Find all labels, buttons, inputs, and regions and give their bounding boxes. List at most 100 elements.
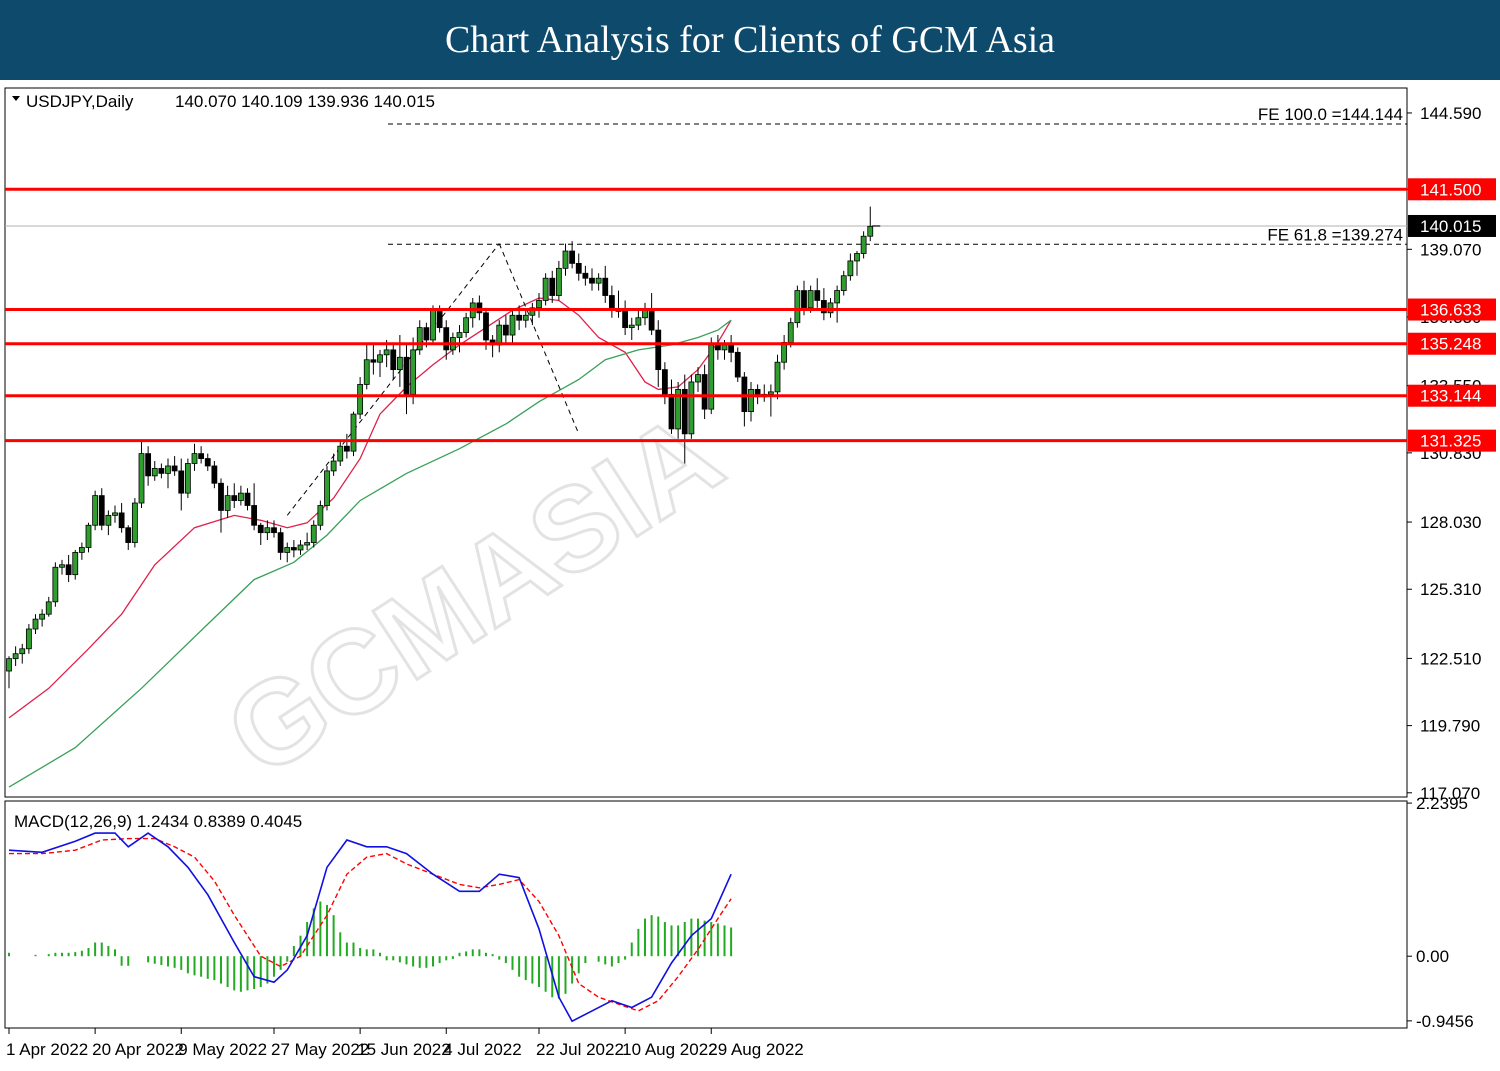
bear-candle xyxy=(390,349,397,371)
bear-candle xyxy=(681,388,688,435)
bull-candle xyxy=(85,524,92,548)
bull-candle xyxy=(237,492,244,501)
bull-candle xyxy=(45,601,52,615)
bull-candle xyxy=(330,460,337,472)
bull-candle xyxy=(39,613,46,620)
bull-candle xyxy=(112,512,118,516)
bull-candle xyxy=(807,290,814,309)
page-title: Chart Analysis for Clients of GCM Asia xyxy=(444,19,1056,61)
bull-candle xyxy=(284,547,291,553)
bull-candle xyxy=(184,463,191,494)
price-axis-label: 125.310 xyxy=(1420,580,1481,599)
level-price-label: 135.248 xyxy=(1420,335,1481,354)
bull-candle xyxy=(12,653,19,660)
bear-candle xyxy=(244,492,251,506)
bull-candle xyxy=(357,384,364,415)
bull-candle xyxy=(310,524,317,543)
bull-candle xyxy=(304,542,311,546)
date-axis-label: 9 May 2022 xyxy=(178,1040,267,1059)
bull-candle xyxy=(264,527,271,534)
bull-candle xyxy=(867,225,874,237)
bear-candle xyxy=(814,290,821,301)
bull-candle xyxy=(396,356,403,371)
price-axis-label: 119.790 xyxy=(1420,717,1480,736)
bull-candle xyxy=(224,495,231,511)
bull-candle xyxy=(748,388,754,413)
price-axis-label: 117.070 xyxy=(1420,784,1480,803)
macd-axis-label: -0.9456 xyxy=(1416,1012,1474,1031)
price-layer: FE 100.0 =144.144 FE 61.8 =139.274 xyxy=(5,105,1407,788)
bull-candle xyxy=(496,324,503,346)
bear-candle xyxy=(734,351,741,378)
current-price-label: 140.015 xyxy=(1420,217,1481,236)
bear-candle xyxy=(423,327,430,341)
bull-candle xyxy=(363,359,370,385)
bear-candle xyxy=(218,482,224,511)
bear-candle xyxy=(198,453,205,459)
bull-candle xyxy=(410,349,417,395)
bear-candle xyxy=(516,314,523,321)
bull-candle xyxy=(456,332,463,338)
dropdown-triangle-icon[interactable] xyxy=(12,96,20,101)
bull-candle xyxy=(19,648,26,655)
bear-candle xyxy=(118,512,125,529)
macd-signal-line xyxy=(9,837,732,1012)
bear-candle xyxy=(582,272,589,279)
bull-candle xyxy=(32,618,39,630)
bear-candle xyxy=(65,564,72,576)
bear-candle xyxy=(575,262,582,274)
bull-candle xyxy=(774,361,781,393)
macd-header: MACD(12,26,9) 1.2434 0.8389 0.4045 xyxy=(14,812,302,831)
bull-candle xyxy=(416,327,423,351)
level-price-label: 141.500 xyxy=(1420,180,1481,199)
bull-candle xyxy=(854,253,860,262)
bear-candle xyxy=(251,505,258,526)
bull-candle xyxy=(562,250,569,269)
bull-candle xyxy=(138,453,145,504)
bull-candle xyxy=(463,317,470,333)
bear-candle xyxy=(655,329,662,371)
bear-candle xyxy=(211,465,218,484)
macd-main-line xyxy=(8,832,732,1023)
bull-candle xyxy=(721,344,728,351)
bull-candle xyxy=(509,314,516,336)
moving-average-fast xyxy=(8,297,732,719)
bull-candle xyxy=(642,309,648,319)
header-layer: USDJPY,Daily 140.070 140.109 139.936 140… xyxy=(12,92,435,831)
bull-candle xyxy=(787,322,794,343)
bull-candle xyxy=(635,317,642,326)
bull-candle xyxy=(165,465,171,474)
bear-candle xyxy=(502,324,509,336)
bear-candle xyxy=(98,495,105,526)
price-axis-label: 122.510 xyxy=(1420,649,1481,668)
bull-candle xyxy=(350,413,357,452)
price-axis-label: 144.590 xyxy=(1420,104,1481,123)
level-price-tag xyxy=(1408,298,1496,321)
bull-candle xyxy=(781,342,788,363)
bear-candle xyxy=(569,250,576,264)
bull-candle xyxy=(522,314,529,321)
bull-candle xyxy=(72,552,79,576)
bull-candle xyxy=(529,307,536,316)
bull-candle xyxy=(59,564,65,568)
bull-candle xyxy=(536,300,542,309)
bull-candle xyxy=(383,349,390,356)
bull-candle xyxy=(827,302,834,314)
bear-candle xyxy=(714,344,721,351)
axis-layer: 144.590141.500139.070136.330133.550130.8… xyxy=(6,104,1496,1059)
macd-axis-label: 0.00 xyxy=(1416,947,1449,966)
bull-candle xyxy=(834,290,841,304)
bear-candle xyxy=(668,393,675,430)
bear-candle xyxy=(622,309,629,329)
bull-candle xyxy=(542,277,549,301)
price-panel xyxy=(4,87,1408,798)
price-axis-label: 128.030 xyxy=(1420,513,1481,532)
bull-candle xyxy=(688,381,695,435)
bear-candle xyxy=(231,495,238,501)
bear-candle xyxy=(648,309,655,331)
bear-candle xyxy=(277,532,284,553)
bear-candle xyxy=(171,465,178,472)
bear-candle xyxy=(158,468,165,474)
bear-candle xyxy=(370,359,377,363)
